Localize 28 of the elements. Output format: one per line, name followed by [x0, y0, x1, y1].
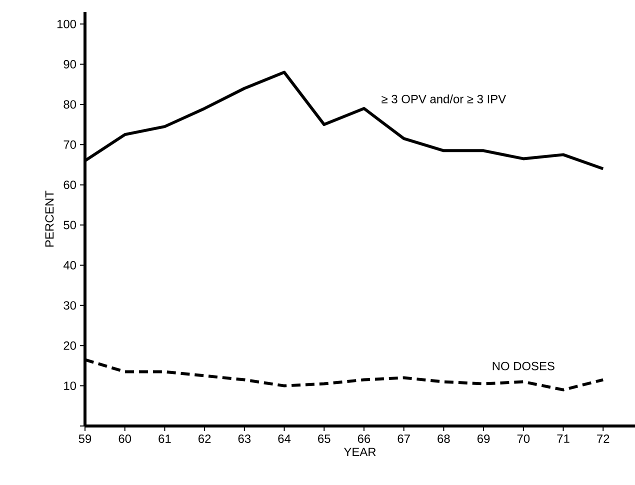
x-tick-label: 68	[438, 434, 450, 443]
y-tick-label: 70	[64, 140, 76, 149]
x-tick-label: 62	[198, 434, 211, 443]
y-axis-title: PERCENT	[45, 190, 54, 247]
y-tick-label: 10	[64, 382, 76, 390]
x-tick-label: 64	[278, 434, 291, 443]
x-tick-label: 61	[158, 434, 171, 443]
x-tick-label: 72	[597, 434, 610, 443]
x-axis-title: YEAR	[344, 448, 376, 456]
x-tick-label: 66	[358, 434, 370, 443]
series-label: NO DOSES	[492, 362, 554, 370]
x-tick-label: 70	[517, 434, 530, 443]
y-tick-label: 80	[64, 100, 76, 109]
y-tick-label: 40	[63, 260, 76, 270]
y-tick-label: 50	[64, 220, 76, 230]
x-tick-label: 67	[398, 434, 410, 443]
y-tick-label: 60	[64, 180, 76, 190]
series-label: ≥ 3 OPV and/or ≥ 3 IPV	[382, 94, 506, 104]
x-tick-label: 59	[78, 434, 92, 443]
y-tick-label: 100	[57, 20, 76, 28]
y-tick-label: 20	[64, 341, 76, 350]
x-tick-label: 60	[118, 434, 132, 443]
x-tick-label: 65	[318, 434, 330, 443]
x-tick-label: 63	[238, 434, 251, 443]
x-tick-label: 71	[557, 434, 570, 443]
y-tick-label: 30	[64, 301, 76, 310]
x-tick-label: 69	[478, 434, 490, 443]
y-tick-label: 90	[64, 60, 76, 68]
